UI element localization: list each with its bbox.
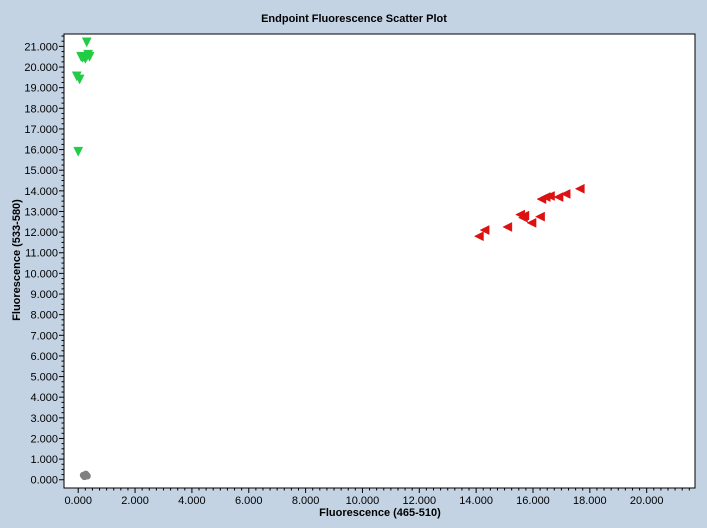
data-point-triangle-left bbox=[526, 217, 537, 228]
y-tick-label: 5.000 bbox=[30, 372, 58, 384]
y-axis-label: Fluorescence (533-580) bbox=[11, 199, 23, 321]
y-tick-label: 13.000 bbox=[24, 206, 58, 218]
x-tick-label: 12.000 bbox=[402, 495, 436, 507]
data-point-triangle-left bbox=[535, 211, 545, 222]
y-tick-label: 20.000 bbox=[24, 62, 58, 74]
x-tick-label: 14.000 bbox=[459, 495, 493, 507]
x-tick-label: 10.000 bbox=[346, 495, 380, 507]
y-tick-label: 19.000 bbox=[24, 83, 58, 95]
plot-area bbox=[63, 33, 696, 489]
y-tick-label: 15.000 bbox=[24, 165, 58, 177]
y-tick-label: 3.000 bbox=[30, 413, 58, 425]
y-tick-label: 14.000 bbox=[24, 186, 58, 198]
y-tick-label: 2.000 bbox=[30, 433, 58, 445]
data-point-triangle-left bbox=[473, 231, 484, 242]
data-point-triangle-left bbox=[560, 189, 571, 199]
data-point-triangle-left bbox=[502, 222, 513, 232]
x-axis-label: Fluorescence (465-510) bbox=[319, 507, 441, 519]
data-point-circle bbox=[81, 472, 89, 480]
y-tick-label: 16.000 bbox=[24, 145, 58, 157]
x-tick-label: 4.000 bbox=[178, 495, 206, 507]
data-point-triangle-down bbox=[73, 146, 84, 157]
y-tick-label: 12.000 bbox=[24, 227, 58, 239]
y-tick-label: 10.000 bbox=[24, 268, 58, 280]
x-tick-label: 8.000 bbox=[292, 495, 320, 507]
data-point-triangle-left bbox=[553, 192, 564, 202]
data-point-triangle-left bbox=[479, 225, 490, 235]
x-tick-label: 20.000 bbox=[630, 495, 664, 507]
data-markers bbox=[71, 37, 585, 481]
x-tick-label: 2.000 bbox=[121, 495, 149, 507]
data-point-triangle-left bbox=[574, 183, 585, 194]
y-tick-label: 6.000 bbox=[30, 351, 58, 363]
y-tick-label: 8.000 bbox=[30, 310, 58, 322]
chart-title: Endpoint Fluorescence Scatter Plot bbox=[261, 13, 447, 25]
x-tick-label: 0.000 bbox=[64, 495, 92, 507]
y-tick-label: 1.000 bbox=[30, 454, 58, 466]
y-tick-label: 4.000 bbox=[30, 392, 58, 404]
data-point-triangle-left bbox=[517, 212, 528, 223]
y-axis: 0.000 1.000 2.000 3.000 4.000 5.000 6.000 7.000… bbox=[24, 35, 64, 487]
y-tick-label: 11.000 bbox=[25, 248, 58, 260]
x-tick-label: 6.000 bbox=[235, 495, 263, 507]
y-tick-label: 18.000 bbox=[24, 103, 58, 115]
y-tick-label: 7.000 bbox=[30, 330, 58, 342]
data-point-triangle-down bbox=[81, 37, 92, 48]
data-point-triangle-left bbox=[544, 191, 555, 201]
data-point-triangle-down bbox=[74, 74, 85, 85]
data-point-triangle-down bbox=[77, 52, 88, 63]
x-axis: 0.000 2.000 4.000 6.000 8.000 10.000 12.000 14.… bbox=[64, 488, 690, 507]
y-tick-label: 0.000 bbox=[30, 475, 58, 487]
y-tick-label: 17.000 bbox=[24, 124, 58, 136]
y-tick-label: 21.000 bbox=[24, 41, 58, 53]
x-tick-label: 18.000 bbox=[573, 495, 607, 507]
data-point-triangle-down bbox=[84, 51, 95, 62]
x-tick-label: 16.000 bbox=[516, 495, 550, 507]
y-tick-label: 9.000 bbox=[30, 289, 58, 301]
